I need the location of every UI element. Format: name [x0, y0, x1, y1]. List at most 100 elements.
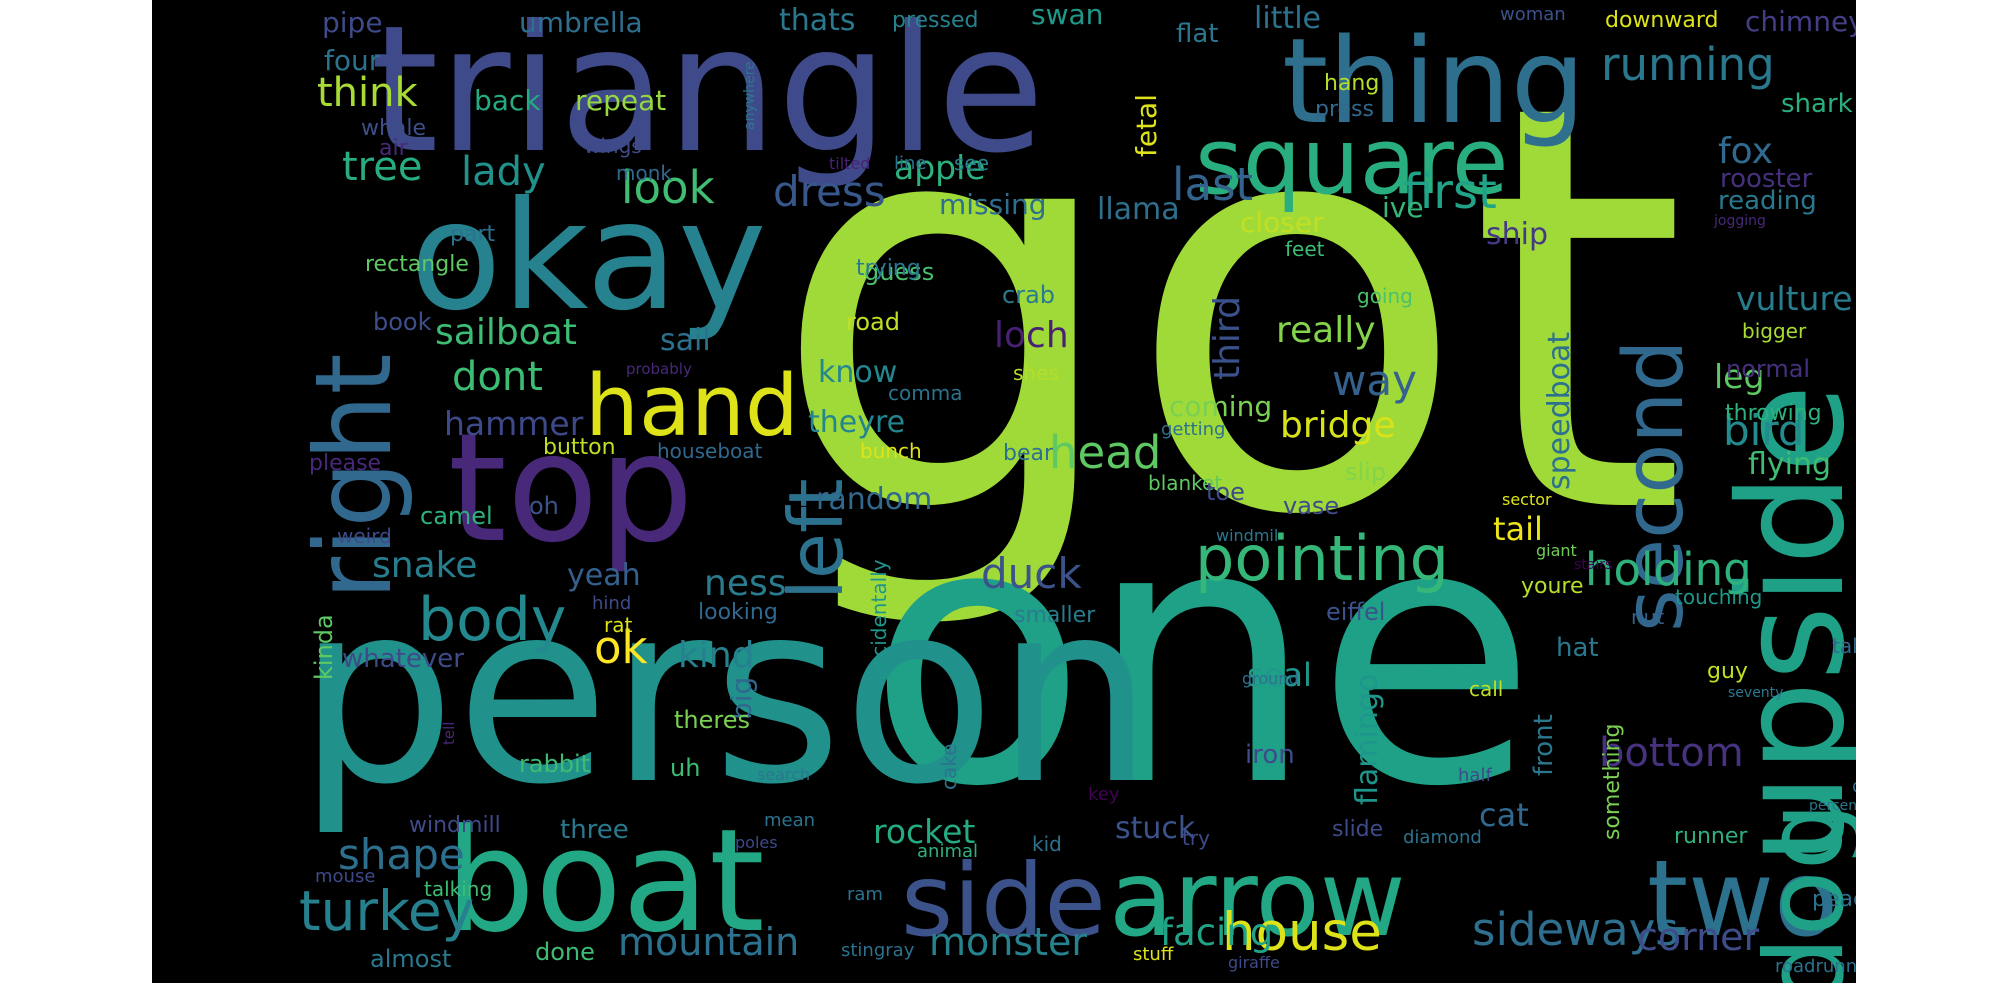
word-slide: slide — [1332, 817, 1383, 842]
word-runner: runner — [1674, 824, 1748, 849]
word-downward: downward — [1605, 8, 1718, 33]
word-vulture: vulture — [1736, 279, 1853, 318]
word-road: road — [846, 308, 900, 336]
word-woman: woman — [1500, 4, 1566, 25]
word-flying: flying — [1748, 447, 1831, 482]
word-kid: kid — [1032, 832, 1062, 856]
word-duck: duck — [981, 549, 1082, 598]
word-missing: missing — [939, 188, 1047, 221]
word-bear: bear — [1003, 441, 1054, 466]
word-sailboat: sailboat — [435, 312, 577, 353]
word-giant: giant — [1536, 541, 1577, 560]
word-looking: looking — [698, 600, 778, 625]
word-thats: thats — [779, 3, 856, 38]
word-almost: almost — [370, 945, 451, 973]
word-wings: wings — [584, 134, 642, 158]
word-pressed: pressed — [892, 8, 979, 33]
word-key: key — [1088, 784, 1120, 805]
word-mouse: mouse — [315, 866, 375, 887]
word-square: square — [1195, 108, 1508, 215]
word-half: half — [1458, 765, 1492, 786]
word-giraffe: giraffe — [1228, 953, 1280, 972]
word-diamond: diamond — [1403, 827, 1482, 848]
word-right: right — [293, 353, 415, 600]
word-yeah: yeah — [567, 558, 641, 593]
word-done: done — [535, 938, 595, 966]
word-facing: facing — [1160, 911, 1273, 954]
word-four: four — [324, 44, 381, 77]
word-percent: percent — [1809, 798, 1856, 814]
word-search: search — [757, 765, 810, 784]
word-crab: crab — [1002, 281, 1055, 309]
word-kind: kind — [678, 635, 755, 676]
word-one: one — [867, 446, 1537, 865]
word-way: way — [1332, 356, 1417, 405]
word-uh: uh — [670, 754, 700, 782]
word-something: something — [1600, 724, 1625, 840]
word-ship: ship — [1486, 217, 1548, 252]
word-tilted: tilted — [829, 154, 870, 173]
word-youre: youre — [1521, 574, 1584, 599]
word-corner: corner — [1637, 915, 1760, 959]
word-eiffel: eiffel — [1326, 598, 1385, 626]
word-blanket: blanket — [1148, 471, 1222, 495]
word-shes: shes — [1013, 361, 1059, 385]
word-closer: closer — [1240, 206, 1324, 239]
word-anywhere: anywhere — [742, 61, 758, 130]
word-left: left — [772, 479, 860, 600]
word-air: air — [379, 136, 409, 161]
word-speedboat: speedboat — [1542, 332, 1577, 490]
word-random: random — [816, 482, 932, 517]
word-stuff: stuff — [1133, 944, 1174, 965]
word-think: think — [317, 70, 419, 116]
word-ive: ive — [1382, 191, 1424, 224]
word-rectangle: rectangle — [365, 252, 469, 277]
word-apple: apple — [894, 148, 986, 187]
word-dots: dots — [1852, 776, 1856, 797]
word-head: head — [1049, 426, 1161, 479]
word-coming: coming — [1169, 390, 1272, 423]
word-peacock: peacock — [1812, 887, 1856, 912]
word-front: front — [1529, 714, 1559, 776]
word-ok: ok — [594, 621, 648, 674]
word-cloud: got one person triangle okay boat upside thing t… — [152, 0, 1856, 983]
word-feet: feet — [1285, 237, 1325, 261]
word-getting: getting — [1161, 419, 1225, 440]
word-back: back — [474, 84, 541, 117]
word-weird: weird — [337, 524, 392, 548]
word-roadrunner: roadrunner — [1775, 956, 1856, 977]
word-dog: dog — [1743, 802, 1856, 983]
word-shark: shark — [1781, 89, 1853, 119]
word-top: top — [448, 402, 694, 576]
word-llama: llama — [1097, 192, 1180, 227]
word-line: line — [894, 153, 926, 174]
word-sideways: sideways — [1472, 903, 1679, 956]
word-pointing: pointing — [1195, 522, 1449, 595]
word-chimney: chimney — [1745, 5, 1856, 38]
word-guy: guy — [1707, 659, 1748, 684]
word-tell: tell — [440, 722, 458, 745]
word-part: part — [450, 222, 495, 247]
word-bottom: bottom — [1599, 730, 1744, 776]
word-hang: hang — [1324, 71, 1379, 96]
word-throwing: throwing — [1725, 401, 1822, 426]
word-talking: talking — [424, 877, 492, 901]
word-rooster: rooster — [1720, 164, 1813, 194]
word-kinda: kinda — [310, 614, 338, 680]
word-theyre: theyre — [808, 405, 905, 440]
word-nut: nut — [1631, 605, 1664, 629]
word-leg: leg — [1714, 357, 1764, 396]
word-iron: iron — [1245, 740, 1295, 770]
word-big: big — [725, 677, 758, 720]
word-press: press — [1315, 97, 1374, 122]
word-ness: ness — [704, 563, 786, 604]
word-vase: vase — [1283, 492, 1339, 520]
word-stingray: stingray — [841, 940, 915, 961]
word-holding: holding — [1585, 543, 1752, 596]
word-hat: hat — [1556, 633, 1599, 663]
word-bird: bird — [1723, 406, 1805, 455]
word-monk: monk — [616, 161, 672, 185]
word-houseboat: houseboat — [657, 439, 763, 463]
word-ground: ground — [1242, 669, 1299, 688]
word-bunch: bunch — [860, 439, 922, 463]
